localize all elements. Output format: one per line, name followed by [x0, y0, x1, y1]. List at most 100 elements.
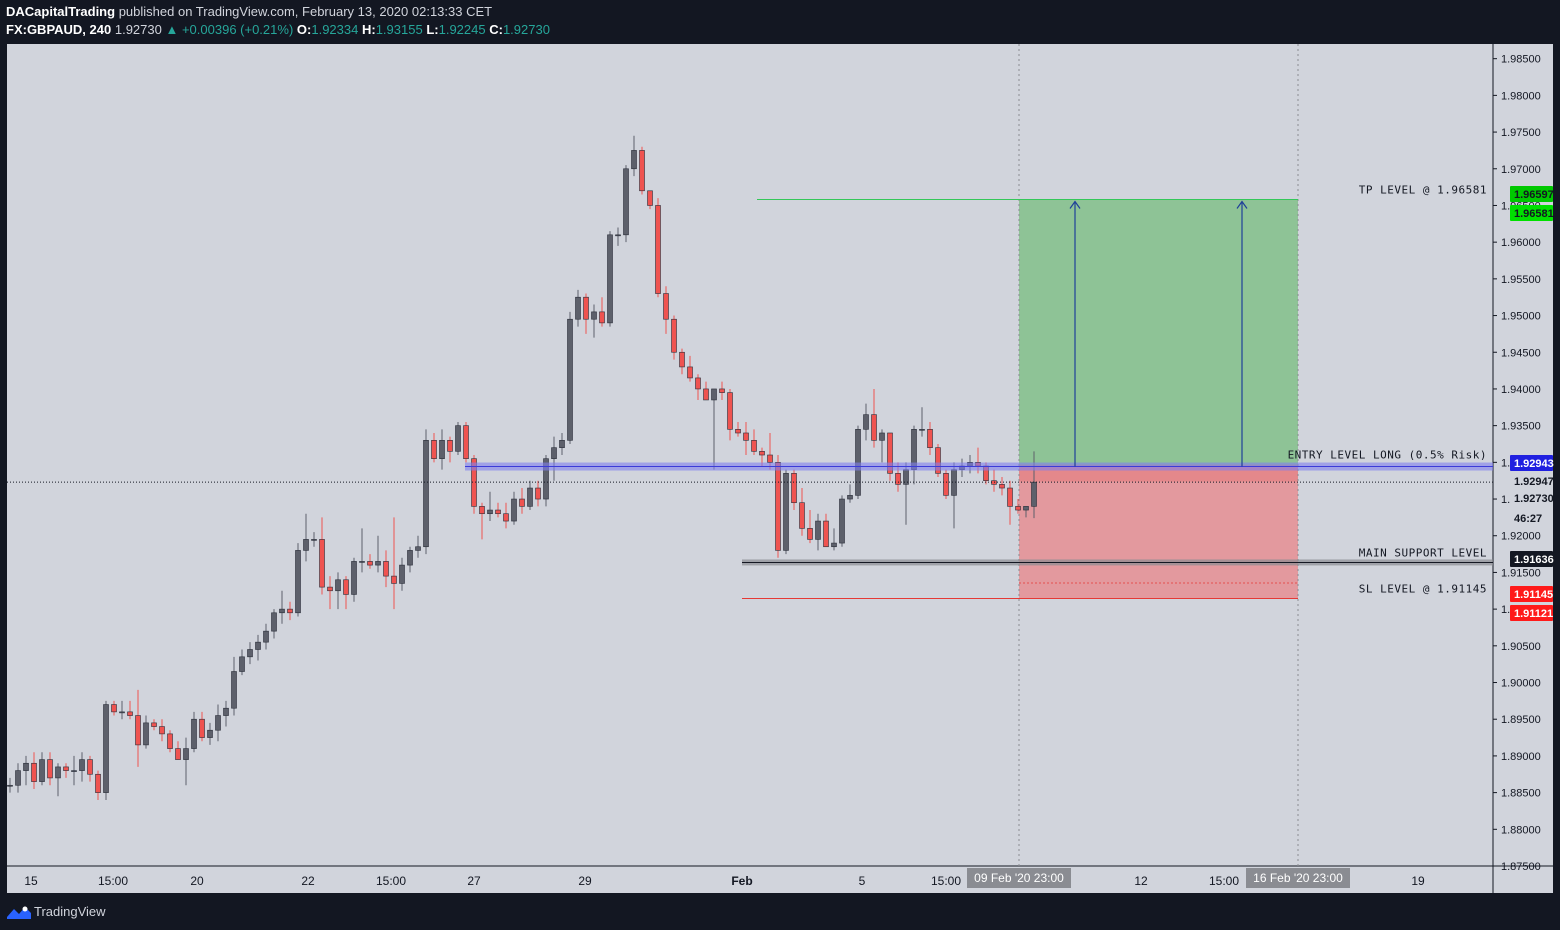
candle-body	[351, 561, 357, 595]
candle-body	[471, 458, 477, 507]
y-tick-label: 1.98500	[1501, 54, 1541, 66]
price-tag	[1510, 586, 1553, 602]
price-tag-label: 1.92943	[1514, 458, 1554, 470]
x-tick-label: 15:00	[1209, 874, 1239, 888]
candle-body	[335, 579, 341, 592]
candle-body	[23, 762, 29, 771]
candle-body	[671, 318, 677, 353]
candle-body	[927, 429, 933, 448]
candle-body	[735, 429, 741, 434]
candle-body	[687, 366, 693, 379]
y-tick-label: 1.92000	[1501, 531, 1541, 543]
price-tag-label: 1.96581	[1514, 208, 1554, 220]
open-value: 1.92334	[311, 22, 359, 37]
candle-body	[583, 296, 589, 320]
candle-body	[143, 722, 149, 746]
candle-body	[775, 462, 781, 551]
candle-body	[7, 784, 13, 787]
candle-body	[135, 715, 141, 746]
candle-body	[863, 414, 869, 430]
candle-body	[263, 630, 269, 643]
candle-body	[1015, 506, 1021, 511]
candle-body	[279, 608, 285, 614]
price-tag-label: 1.92730	[1514, 493, 1554, 505]
candle-body	[575, 296, 581, 320]
candle-body	[591, 311, 597, 320]
candle-body	[247, 649, 253, 658]
candle-body	[79, 759, 85, 771]
target-arrow-head	[1236, 200, 1248, 209]
tp-annotation: TP LEVEL @ 1.96581	[1359, 184, 1487, 197]
candle-body	[1007, 487, 1013, 507]
x-tick-label: 15:00	[98, 874, 128, 888]
x-tick-label: 22	[301, 874, 315, 888]
candle-body	[183, 748, 189, 760]
candle-body	[607, 234, 613, 324]
price-tag-label: 1.91121	[1514, 608, 1553, 620]
x-tick-label: 27	[467, 874, 481, 888]
candle-body	[391, 575, 397, 584]
candle-body	[127, 711, 133, 716]
low-label: L:	[426, 22, 439, 37]
candle-body	[535, 487, 541, 500]
entry-annotation: ENTRY LEVEL LONG (0.5% Risk)	[1288, 449, 1487, 462]
candle-body	[103, 704, 109, 793]
chart-footer	[0, 894, 1560, 930]
x-tick-label: 29	[578, 874, 592, 888]
candle-body	[919, 429, 925, 431]
y-tick-label: 1.91500	[1501, 567, 1541, 579]
candle-body	[47, 759, 53, 779]
symbol-label[interactable]: FX:GBPAUD, 240	[6, 22, 112, 37]
candle-body	[999, 484, 1005, 489]
candle-body	[431, 440, 437, 459]
range-date-tag	[967, 868, 1071, 888]
price-tag	[1510, 605, 1553, 621]
price-tag	[1510, 205, 1553, 221]
price-tag	[1510, 473, 1553, 489]
open-label: O:	[296, 22, 312, 37]
x-tick-label: 5	[859, 874, 866, 888]
loss-zone	[1019, 466, 1298, 599]
candle-body	[639, 150, 645, 192]
candle-body	[367, 561, 373, 566]
range-date-label: 16 Feb '20 23:00	[1253, 871, 1343, 885]
candle-body	[383, 561, 389, 577]
candle-body	[495, 509, 501, 515]
tradingview-logo-icon[interactable]	[6, 904, 32, 920]
sl-annotation: SL LEVEL @ 1.91145	[1359, 582, 1487, 595]
price-tag-label: 46:27	[1514, 513, 1542, 525]
candle-body	[823, 520, 829, 548]
candle-body	[399, 564, 405, 584]
candle-body	[759, 451, 765, 456]
candle-body	[855, 429, 861, 496]
candle-body	[175, 748, 181, 760]
candle-body	[703, 388, 709, 401]
candle-body	[343, 579, 349, 595]
candle-body	[1031, 481, 1037, 507]
candle-body	[159, 726, 165, 735]
candle-body	[439, 440, 445, 459]
y-tick-label: 1.89000	[1501, 751, 1541, 763]
candle-body	[87, 759, 93, 775]
price-tag-label: 1.91145	[1514, 589, 1553, 601]
candle-body	[223, 707, 229, 716]
tradingview-brand[interactable]: TradingView	[34, 904, 106, 919]
x-tick-label: 12	[1134, 874, 1148, 888]
candle-body	[191, 718, 197, 749]
high-label: H:	[361, 22, 376, 37]
candle-body	[831, 542, 837, 548]
author-name[interactable]: DACapitalTrading	[6, 4, 116, 19]
candle-body	[423, 440, 429, 548]
candle-body	[151, 722, 157, 727]
candle-body	[359, 561, 365, 563]
candle-body	[207, 729, 213, 738]
candle-body	[199, 718, 205, 738]
candle-body	[871, 414, 877, 441]
y-tick-label: 1.95000	[1501, 311, 1541, 323]
y-tick-label: 1.87500	[1501, 861, 1541, 873]
candle-body	[751, 440, 757, 452]
y-tick-label: 1.89500	[1501, 714, 1541, 726]
price-tag-label: 1.91636	[1514, 554, 1554, 566]
candle-body	[95, 773, 101, 793]
